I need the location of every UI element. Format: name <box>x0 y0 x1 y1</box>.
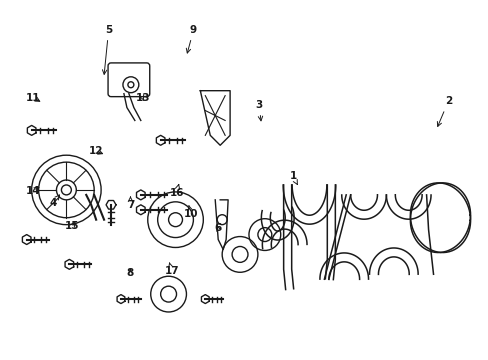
Text: 7: 7 <box>126 197 134 210</box>
Text: 5: 5 <box>102 25 112 75</box>
Text: 4: 4 <box>49 195 60 208</box>
Text: 8: 8 <box>126 268 134 278</box>
Text: 15: 15 <box>65 221 80 231</box>
Text: 9: 9 <box>186 25 197 53</box>
Text: 3: 3 <box>255 100 262 121</box>
Text: 10: 10 <box>183 206 198 219</box>
Text: 11: 11 <box>26 93 41 103</box>
Text: 12: 12 <box>89 147 103 157</box>
Text: 2: 2 <box>436 96 451 126</box>
Text: 14: 14 <box>26 186 41 196</box>
Text: 16: 16 <box>169 184 183 198</box>
Text: 1: 1 <box>289 171 297 185</box>
Text: 6: 6 <box>214 223 221 233</box>
Text: 17: 17 <box>164 263 179 276</box>
Text: 13: 13 <box>135 93 149 103</box>
